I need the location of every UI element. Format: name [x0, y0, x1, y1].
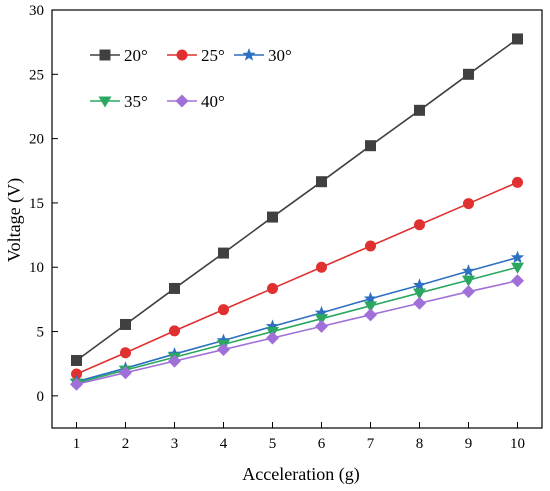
data-point-s0-7	[414, 104, 425, 116]
data-point-s2-9	[510, 250, 525, 264]
series-line-3	[76, 266, 518, 384]
x-tick-label: 2	[122, 436, 130, 452]
legend-marker-1	[176, 49, 188, 61]
data-point-s1-0	[71, 368, 82, 380]
y-axis-title: Voltage (V)	[4, 178, 25, 262]
data-point-s4-1	[119, 366, 132, 380]
data-point-s1-6	[365, 240, 376, 252]
series-line-1	[76, 181, 518, 375]
y-tick-label: 0	[37, 389, 45, 405]
data-point-s1-2	[169, 325, 180, 337]
data-point-s1-1	[120, 347, 131, 359]
x-tick-label: 6	[318, 436, 326, 452]
data-point-s2-3	[216, 333, 231, 347]
x-axis-title: Acceleration (g)	[242, 464, 359, 485]
data-point-s2-7	[412, 278, 427, 291]
data-point-s4-6	[364, 308, 377, 322]
data-point-s1-4	[267, 282, 278, 294]
x-tick-label: 9	[465, 436, 473, 452]
data-point-s0-8	[463, 68, 474, 80]
y-tick-label: 25	[29, 67, 44, 83]
data-point-s0-2	[169, 282, 180, 294]
data-point-s2-8	[461, 264, 476, 277]
x-tick-label: 10	[510, 436, 525, 452]
x-tick-label: 5	[269, 436, 277, 452]
legend-marker-0	[99, 49, 111, 61]
data-point-s4-0	[70, 377, 83, 391]
data-point-s0-9	[512, 33, 523, 45]
data-point-s0-4	[267, 211, 278, 223]
data-point-s4-8	[462, 285, 475, 299]
plot-frame	[51, 9, 543, 429]
data-point-s3-6	[364, 301, 377, 313]
legend-label-4: 40°	[201, 92, 225, 111]
data-point-s3-9	[511, 262, 524, 274]
data-point-s0-0	[71, 354, 82, 366]
data-point-s1-3	[218, 304, 229, 316]
x-tick-label: 3	[171, 436, 179, 452]
data-point-s4-4	[266, 331, 279, 345]
legend-label-1: 25°	[201, 46, 225, 65]
series-line-0	[76, 38, 518, 362]
y-tick-label: 20	[29, 132, 44, 148]
data-point-s0-5	[316, 176, 327, 188]
data-point-s0-6	[365, 140, 376, 152]
data-point-s3-7	[413, 288, 426, 300]
data-point-s0-1	[120, 318, 131, 330]
legend-label-3: 35°	[124, 92, 148, 111]
x-tick-label: 1	[73, 436, 81, 452]
data-point-s4-2	[168, 354, 181, 368]
legend-label-0: 20°	[124, 46, 148, 65]
data-point-s4-5	[315, 319, 328, 333]
data-point-s4-7	[413, 296, 426, 310]
legend-label-2: 30°	[268, 46, 292, 65]
y-tick-label: 10	[29, 260, 44, 276]
legend-marker-2	[242, 48, 256, 61]
data-point-s1-5	[316, 261, 327, 273]
data-point-s1-9	[512, 176, 523, 188]
series-line-4	[76, 279, 518, 386]
data-point-s2-6	[363, 291, 378, 305]
data-point-s0-3	[218, 247, 229, 259]
plot-area: 1 2 3 4 5 6 7 8 9 10 0 5 10 15 20 25 30 20° 25° 30° 35° 40°	[29, 3, 543, 452]
data-point-s4-9	[511, 274, 524, 288]
series-line-2	[76, 256, 518, 383]
y-tick-label: 15	[29, 196, 44, 212]
y-tick-label: 30	[29, 3, 44, 19]
data-point-s1-8	[463, 198, 474, 210]
legend-marker-3	[98, 96, 112, 108]
data-point-s2-5	[314, 305, 329, 319]
data-point-s3-5	[315, 314, 328, 326]
x-tick-label: 7	[367, 436, 375, 452]
y-tick-label: 5	[37, 325, 45, 341]
x-tick-label: 8	[416, 436, 424, 452]
data-point-s2-4	[265, 319, 280, 333]
data-point-s3-8	[462, 275, 475, 287]
data-point-s4-3	[217, 343, 230, 357]
data-point-s1-7	[414, 219, 425, 231]
legend-marker-4	[175, 94, 189, 108]
x-tick-label: 4	[220, 436, 228, 452]
